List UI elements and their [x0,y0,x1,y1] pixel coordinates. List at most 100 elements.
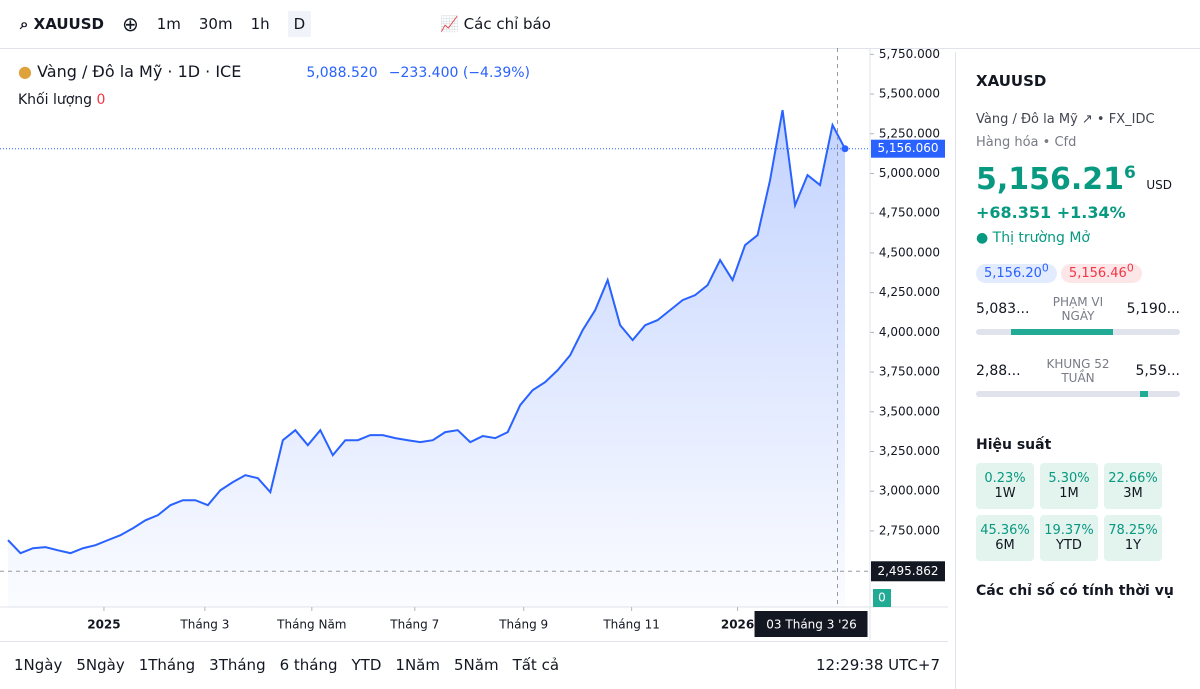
interval[interactable]: 1m [156,15,181,33]
y-tick-label: 3,250.000 [879,444,940,458]
legend: ● Vàng / Đô la Mỹ · 1D · ICE 5,088.520 −… [18,62,530,81]
crosshair-box [871,561,945,582]
x-tick-label: Tháng Năm [276,618,346,632]
chart: 2,750.000 3,000.000 3,250.000 3,500.000 3,75… [0,48,948,640]
volume-label: Khối lượng [18,92,93,108]
x-tick-label: Tháng 7 [389,618,439,632]
symbol-panel: XAUUSD Vàng / Đô la Mỹ ↗ • FX_IDC Hàng h… [955,52,1200,689]
perf-period: 1Y [1124,538,1142,554]
interval[interactable]: 1h [250,15,270,33]
perf-cell: 45.36% 6M [976,515,1034,562]
symbol: XAUUSD [33,15,104,33]
ask-sup: 0 [1126,262,1134,275]
legend-price: 5,088.520 [306,65,378,81]
symbol-search[interactable]: ⌕ XAUUSD [20,15,104,33]
range-button[interactable]: 1Năm [395,656,440,674]
area [8,110,846,607]
crosshair-volume: 0 [878,591,886,605]
category: Hàng hóa [976,135,1039,150]
x-tick-label: 2026 [721,618,754,632]
y-tick-label: 5,500.000 [879,87,940,101]
crosshair-label: 2,495.862 [877,564,938,578]
panel-change-pct: +1.34% [1056,203,1126,222]
x-tick-label: Tháng 3 [179,618,229,632]
date-box [754,611,868,637]
price-line [7,109,846,555]
series-name: Vàng / Đô la Mỹ · 1D · ICE [37,62,242,81]
range-button[interactable]: Tất cả [512,656,560,674]
year-high: 5,59... [1135,363,1180,380]
panel-name: Vàng / Đô la Mỹ [976,112,1078,127]
perf-title: Hiệu suất [976,437,1052,454]
range-button[interactable]: 3Tháng [209,656,266,674]
y-tick-label: 4,500.000 [879,245,940,259]
perf-cell: 19.37% YTD [1040,515,1098,562]
x-tick-label: Tháng 9 [498,618,548,632]
y-tick-label: 5,000.000 [879,166,940,180]
toolbar: ⌕ XAUUSD ⊕ 1m 30m 1h D 📈 Các chỉ báo [0,0,1200,49]
last-point [841,145,849,153]
interval[interactable]: 30m [198,15,233,33]
currency: USD [1146,178,1172,192]
price-sup: 6 [1124,163,1136,183]
indicators-button[interactable]: 📈 Các chỉ báo [440,15,551,33]
kind: Cfd [1054,135,1077,150]
last-price-box [871,139,945,158]
perf-value: 78.25% [1108,523,1158,539]
panel-change: +68.351 [976,203,1052,222]
clock: 12:29:38 UTC+7 [816,656,940,674]
perf-cell: 0.23% 1W [976,463,1034,510]
day-low: 5,083... [976,301,1030,318]
y-tick-label: 5,750.000 [879,48,940,61]
x-tick-label: 2025 [87,618,120,632]
range-button[interactable]: 6 tháng [279,656,338,674]
day-range-bar [976,329,1180,336]
y-tick-label: 2,750.000 [879,523,940,537]
perf-period: 1M [1059,486,1079,502]
bid-sup: 0 [1041,262,1049,275]
y-tick-label: 5,250.000 [879,126,940,140]
perf-value: 0.23% [984,471,1026,487]
perf-period: 6M [995,538,1015,554]
volume-value: 0 [96,92,106,108]
perf-value: 19.37% [1044,523,1094,539]
perf-cell: 5.30% 1M [1040,463,1098,510]
range-button[interactable]: YTD [351,656,382,674]
bid: 5,156.20 [984,266,1042,282]
year-range-bar [976,391,1180,398]
day-range-label: PHẠM VI NGÀY [1052,295,1104,324]
legend-change: −233.400 (−4.39%) [388,65,530,81]
perf-cell: 78.25% 1Y [1104,515,1162,562]
y-tick-label: 4,750.000 [879,206,940,220]
y-tick-label: 3,000.000 [879,484,940,498]
perf-value: 45.36% [980,523,1030,539]
crosshair-date: 03 Tháng 3 '26 [766,618,856,632]
range-bar: 1Ngày 5Ngày 1Tháng 3Tháng 6 tháng YTD 1Năm 5Năm… [0,641,948,688]
range-button[interactable]: 5Năm [453,656,499,674]
panel-symbol: XAUUSD [976,72,1047,90]
panel-price: 5,156.21 [976,162,1125,197]
y-tick-label: 4,250.000 [879,285,940,299]
year-low: 2,88... [976,363,1021,380]
perf-period: 1W [994,486,1016,502]
volume-legend: Khối lượng 0 [18,92,105,108]
range-button[interactable]: 1Ngày [14,656,63,674]
last-price-label: 5,156.060 [877,141,938,155]
ask: 5,156.46 [1068,266,1127,282]
seasonal-title: Các chỉ số có tính thời vụ [976,583,1174,600]
perf-value: 5.30% [1048,471,1090,487]
perf-cell: 22.66% 3M [1104,463,1162,510]
perf-value: 22.66% [1108,471,1158,487]
range-button[interactable]: 1Tháng [138,656,196,674]
perf-period: 3M [1123,486,1143,502]
year-range-label: KHUNG 52 TUẦN [1046,357,1110,386]
range-button[interactable]: 5Ngày [76,656,125,674]
y-tick-label: 3,750.000 [879,365,940,379]
interval[interactable]: D [287,11,312,37]
volume-box [873,589,891,607]
perf-period: YTD [1056,538,1082,554]
add-symbol[interactable]: ⊕ [121,12,139,36]
performance: 0.23% 1W 5.30% 1M 22.66% 3M 45.36% 6M 19.37% YTD 7… [976,463,1180,562]
exchange: FX_IDC [1108,112,1155,127]
